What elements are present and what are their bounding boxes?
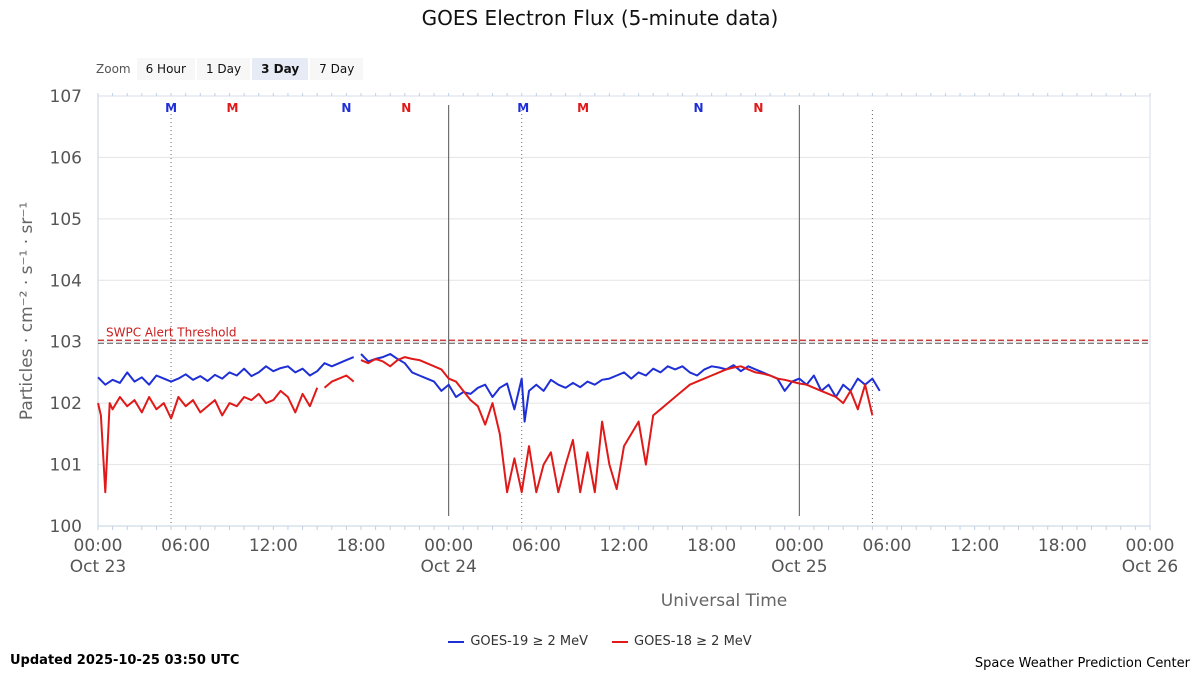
x-tick-time-2: 12:00 — [249, 536, 298, 556]
y-tick-label-0: 100 — [50, 517, 82, 537]
marker-m-5: M — [577, 101, 589, 115]
marker-n-6: N — [693, 101, 703, 115]
y-tick-label-5: 105 — [50, 210, 82, 230]
x-tick-date-8: Oct 25 — [771, 557, 827, 577]
zoom-1-day-button[interactable]: 1 Day — [196, 58, 251, 80]
x-tick-date-4: Oct 24 — [420, 557, 476, 577]
y-tick-label-1: 101 — [50, 456, 82, 476]
plot-border — [97, 95, 1151, 527]
y-tick-label-7: 107 — [50, 87, 82, 107]
x-tick-time-10: 12:00 — [950, 536, 999, 556]
x-tick-time-4: 00:00 — [424, 536, 473, 556]
x-tick-date-0: Oct 23 — [70, 557, 126, 577]
x-tick-time-1: 06:00 — [161, 536, 210, 556]
x-tick-time-11: 18:00 — [1038, 536, 1087, 556]
zoom-7-day-button[interactable]: 7 Day — [310, 58, 364, 80]
credit-text: Space Weather Prediction Center — [974, 656, 1190, 671]
series-line-goes18 — [97, 356, 874, 494]
marker-m-1: M — [226, 101, 238, 115]
zoom-toolbar: Zoom 6 Hour 1 Day 3 Day 7 Day — [96, 58, 365, 80]
x-tick-time-5: 06:00 — [512, 536, 561, 556]
legend-swatch-goes18 — [612, 640, 628, 643]
x-minor-ticks — [97, 93, 1151, 530]
marker-n-3: N — [401, 101, 411, 115]
y-tick-label-6: 106 — [50, 148, 82, 168]
threshold-label: SWPC Alert Threshold — [106, 326, 236, 340]
updated-timestamp: Updated 2025-10-25 03:50 UTC — [10, 653, 240, 668]
y-tick-label-3: 103 — [50, 333, 82, 353]
x-tick-time-6: 12:00 — [600, 536, 649, 556]
legend-swatch-goes19 — [448, 640, 465, 643]
marker-n-2: N — [341, 101, 351, 115]
x-tick-time-9: 06:00 — [863, 536, 912, 556]
legend-label-goes18: GOES-18 ≥ 2 MeV — [634, 634, 752, 649]
y-axis-title: Particles · cm⁻² · s⁻¹ · sr⁻¹ — [17, 202, 37, 420]
legend-label-goes19: GOES-19 ≥ 2 MeV — [470, 634, 588, 649]
y-tick-label-4: 104 — [50, 271, 82, 291]
marker-m-4: M — [517, 101, 529, 115]
zoom-3-day-button[interactable]: 3 Day — [252, 58, 309, 80]
marker-m-0: M — [165, 101, 177, 115]
y-tick-label-2: 102 — [50, 394, 82, 414]
marker-n-7: N — [753, 101, 763, 115]
chart-title: GOES Electron Flux (5-minute data) — [421, 6, 779, 30]
x-tick-time-12: 00:00 — [1126, 536, 1175, 556]
zoom-6-hour-button[interactable]: 6 Hour — [136, 58, 195, 80]
x-tick-time-3: 18:00 — [337, 536, 386, 556]
x-axis-title: Universal Time — [661, 591, 787, 611]
chart-legend: GOES-19 ≥ 2 MeV GOES-18 ≥ 2 MeV — [0, 634, 1200, 649]
x-tick-time-7: 18:00 — [687, 536, 736, 556]
legend-item-goes19[interactable]: GOES-19 ≥ 2 MeV — [448, 634, 588, 649]
x-tick-time-8: 00:00 — [775, 536, 824, 556]
x-tick-date-12: Oct 26 — [1122, 557, 1178, 577]
x-tick-time-0: 00:00 — [74, 536, 123, 556]
legend-item-goes18[interactable]: GOES-18 ≥ 2 MeV — [612, 634, 752, 649]
zoom-label: Zoom — [96, 62, 131, 76]
